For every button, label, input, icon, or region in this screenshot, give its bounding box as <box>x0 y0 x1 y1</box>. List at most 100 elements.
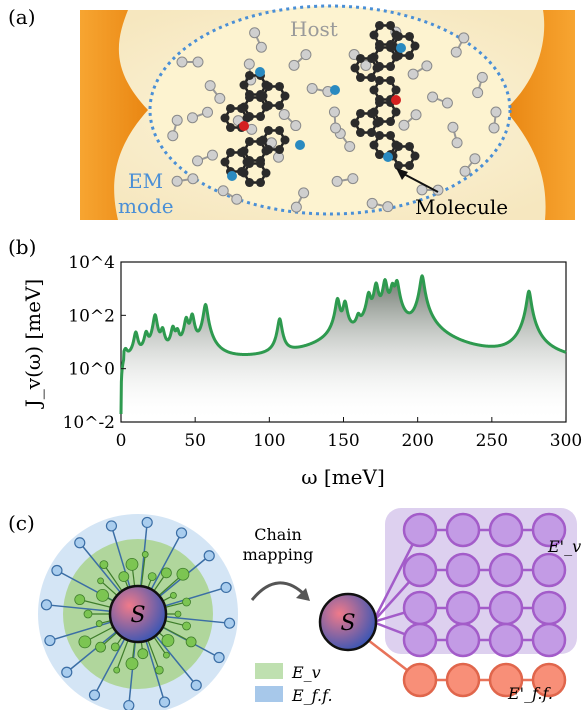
ff-mode <box>88 689 101 701</box>
x-tick-label: 50 <box>184 431 206 451</box>
v-mode <box>182 621 191 631</box>
chain-v-mode <box>488 512 524 548</box>
legend-v-label: E_v <box>291 663 321 682</box>
y-tick-label: 10^4 <box>68 253 115 273</box>
v-mode <box>182 597 191 607</box>
x-tick-label: 150 <box>327 431 359 451</box>
v-mode <box>78 635 92 649</box>
host-atom <box>186 112 198 124</box>
system-node-right <box>318 592 378 652</box>
carbon-atom <box>220 113 230 123</box>
carbon-atom <box>245 70 254 80</box>
y-tick-label: 10^0 <box>68 360 115 380</box>
nitrogen-atom <box>396 43 406 53</box>
carbon-atom <box>375 97 384 107</box>
ff-mode <box>40 599 53 611</box>
carbon-atom <box>239 168 249 178</box>
host-atom <box>192 155 204 167</box>
carbon-atom <box>386 117 395 127</box>
host-atom <box>300 49 312 61</box>
carbon-atom <box>237 147 246 157</box>
ff-mode <box>158 696 171 708</box>
x-tick-label: 250 <box>476 431 508 451</box>
carbon-atom <box>410 41 420 51</box>
carbon-atom <box>356 73 365 83</box>
spectral-density-chart: 10^-2 10^0 10^2 10^4 0 50 100 150 200 250 300 <box>63 253 583 451</box>
carbon-atom <box>264 81 273 91</box>
carbon-atom <box>369 140 379 150</box>
carbon-atom <box>275 101 284 111</box>
spectrum-area <box>121 275 566 422</box>
carbon-atom <box>245 158 254 168</box>
v-mode <box>176 567 190 581</box>
host-atom <box>451 137 463 149</box>
host-atom <box>410 109 422 121</box>
carbon-atom <box>375 42 384 52</box>
ff-mode <box>105 520 118 532</box>
chain-v-mode <box>531 622 567 658</box>
carbon-atom <box>410 151 420 161</box>
host-atom <box>472 87 484 99</box>
carbon-atom <box>239 80 249 90</box>
v-mode <box>110 642 120 652</box>
v-mode <box>185 636 197 648</box>
v-mode <box>170 592 177 599</box>
carbon-atom <box>245 178 254 188</box>
carbon-atom <box>391 52 401 62</box>
carbon-atom <box>405 31 414 41</box>
host-atom <box>187 173 199 185</box>
chain-mapping-line2: mapping <box>243 545 314 564</box>
host-atom <box>167 130 179 142</box>
y-tick-label: 10^2 <box>68 306 115 326</box>
host-atom <box>469 153 481 165</box>
x-tick-label: 300 <box>550 431 582 451</box>
carbon-atom <box>261 168 271 178</box>
carbon-atom <box>405 141 414 151</box>
carbon-atom <box>372 63 382 73</box>
carbon-atom <box>394 141 403 151</box>
chain-ff-mode <box>402 662 438 698</box>
host-atom <box>328 106 340 118</box>
y-axis-ticks: 10^-2 10^0 10^2 10^4 <box>63 253 126 433</box>
carbon-atom <box>245 136 254 146</box>
host-atom <box>427 91 439 103</box>
v-mode <box>141 551 149 558</box>
ff-mode <box>123 699 135 710</box>
v-mode <box>161 634 175 647</box>
oxygen-atom <box>239 121 249 131</box>
chain-v-mode <box>445 552 481 588</box>
carbon-atom <box>375 20 384 30</box>
em-mirror-right <box>505 10 575 220</box>
host-atom <box>206 149 218 161</box>
chain-mapping-line1: Chain <box>254 525 302 544</box>
carbon-atom <box>350 118 360 128</box>
carbon-atom <box>256 112 265 122</box>
host-atom <box>441 97 453 109</box>
legend-ff-swatch <box>255 686 283 702</box>
host-atom <box>243 58 255 70</box>
host-atom <box>450 46 462 58</box>
carbon-atom <box>372 118 382 128</box>
y-tick-label: 10^-2 <box>63 413 115 433</box>
carbon-atom <box>369 85 379 95</box>
chain-v-mode <box>488 552 524 588</box>
carbon-atom <box>386 42 395 52</box>
host-atom <box>331 175 343 187</box>
molecule-label: Molecule <box>415 195 508 219</box>
v-mode <box>147 572 157 581</box>
v-mode <box>95 620 103 627</box>
ff-mode <box>61 666 73 678</box>
molecule-right <box>330 20 420 171</box>
host-atom <box>298 187 310 199</box>
carbon-atom <box>237 103 246 113</box>
em-label-line1: EM <box>128 169 163 193</box>
chain-mapping-arrow <box>250 581 308 601</box>
legend-v-swatch <box>255 663 283 679</box>
host-atom <box>490 106 502 118</box>
host-atom <box>231 193 243 205</box>
y-axis-label: J_v(ω) [meV] <box>21 279 45 409</box>
v-mode <box>113 666 121 674</box>
v-mode <box>95 641 106 653</box>
oxygen-atom <box>391 95 401 105</box>
chain-ff-mode <box>488 662 524 698</box>
